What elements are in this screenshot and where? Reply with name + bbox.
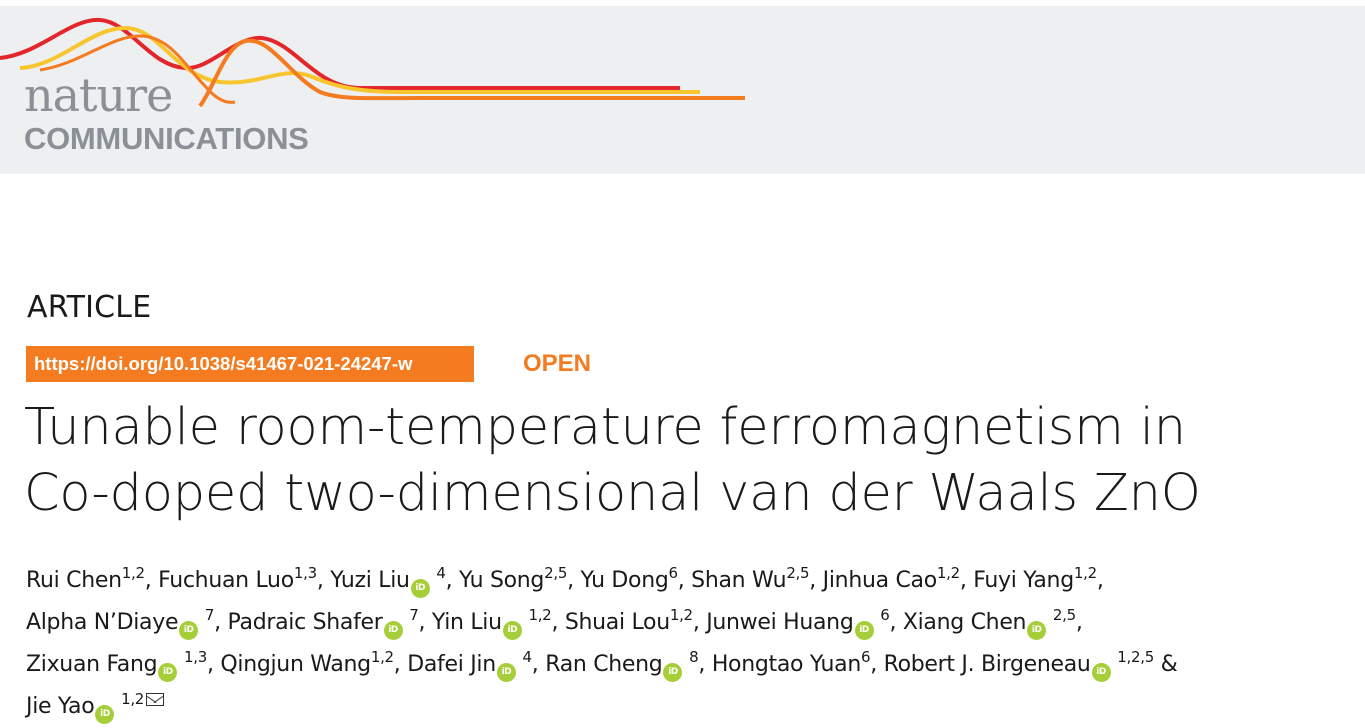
orcid-icon[interactable]: iD (410, 579, 430, 598)
article-type: ARTICLE (27, 290, 152, 325)
author-name[interactable]: Padraic Shafer (227, 610, 383, 635)
author-name[interactable]: Fuchuan Luo (158, 568, 294, 593)
orcid-icon[interactable]: iD (663, 663, 683, 682)
author-name[interactable]: Yuzi Liu (330, 568, 410, 593)
author-affiliation[interactable]: 1,2 (936, 564, 960, 582)
open-access-badge: OPEN (523, 350, 592, 377)
author-separator: , (677, 568, 692, 593)
author-separator: , (531, 652, 546, 677)
author-list: Rui Chen1,2, Fuchuan Luo1,3, Yuzi Liu iD … (26, 560, 1356, 728)
article-title-line-1: Tunable room-temperature ferromagnetism … (24, 398, 1186, 457)
orcid-icon[interactable]: iD (383, 621, 403, 640)
author-name[interactable]: Ran Cheng (545, 652, 663, 677)
author-affiliation[interactable]: 7 (409, 606, 419, 624)
author-line: Jie Yao iD 1,2 (26, 686, 1356, 728)
author-separator: , (889, 610, 903, 635)
journal-logo-nature[interactable]: nature (24, 68, 173, 122)
author-affiliation[interactable]: 1,2 (121, 564, 145, 582)
author-separator: , (698, 652, 712, 677)
author-affiliation[interactable]: 1,2 (1073, 564, 1097, 582)
orcid-icon[interactable]: iD (854, 621, 874, 640)
author-affiliation[interactable]: 1,2,5 (1117, 648, 1154, 666)
author-separator: & (1153, 652, 1178, 677)
orcid-icon[interactable]: iD (1091, 663, 1111, 682)
author-name[interactable]: Alpha N’Diaye (26, 610, 179, 635)
author-affiliation[interactable]: 6 (860, 648, 871, 666)
author-separator: , (1075, 610, 1083, 635)
author-name[interactable]: Zixuan Fang (26, 652, 158, 677)
orcid-icon[interactable]: iD (502, 621, 522, 640)
orcid-icon[interactable]: iD (95, 705, 115, 724)
author-separator: , (418, 610, 432, 635)
author-separator: , (551, 610, 565, 635)
orcid-icon[interactable]: iD (179, 621, 199, 640)
author-affiliation[interactable]: 1,2 (528, 606, 552, 624)
author-separator: , (144, 568, 159, 593)
author-separator: , (809, 568, 823, 593)
author-affiliation[interactable]: 1,3 (293, 564, 317, 582)
author-affiliation[interactable]: 6 (880, 606, 890, 624)
orcid-icon[interactable]: iD (496, 663, 516, 682)
article-title-line-2: Co-doped two-dimensional van der Waals Z… (24, 464, 1201, 523)
author-name[interactable]: Jinhua Cao (822, 568, 938, 593)
orcid-icon[interactable]: iD (1027, 621, 1047, 640)
author-affiliation[interactable]: 7 (204, 606, 215, 624)
author-affiliation[interactable]: 4 (436, 564, 446, 582)
doi-link[interactable]: https://doi.org/10.1038/s41467-021-24247… (26, 346, 474, 382)
author-name[interactable]: Junwei Huang (706, 610, 854, 635)
author-name[interactable]: Yu Dong (580, 568, 669, 593)
author-affiliation[interactable]: 2,5 (786, 564, 810, 582)
author-affiliation[interactable]: 8 (689, 648, 699, 666)
author-separator: , (870, 652, 884, 677)
author-separator: , (445, 568, 460, 593)
author-name[interactable]: Xiang Chen (902, 610, 1027, 635)
journal-logo-communications[interactable]: COMMUNICATIONS (24, 121, 309, 156)
author-affiliation[interactable]: 2,5 (544, 564, 568, 582)
author-separator: , (567, 568, 581, 593)
journal-logo-waves (0, 17, 745, 108)
author-name[interactable]: Yin Liu (431, 610, 502, 635)
article-title: Tunable room-temperature ferromagnetism … (24, 395, 1344, 527)
author-separator: , (206, 652, 221, 677)
author-line: Rui Chen1,2, Fuchuan Luo1,3, Yuzi Liu iD … (26, 560, 1356, 602)
author-line: Alpha N’Diaye iD 7, Padraic Shafer iD 7, Y… (26, 602, 1356, 644)
author-name[interactable]: Shan Wu (691, 568, 787, 593)
author-separator: , (959, 568, 974, 593)
author-affiliation[interactable]: 2,5 (1052, 606, 1076, 624)
author-name[interactable]: Robert J. Birgeneau (883, 652, 1091, 677)
author-name[interactable]: Fuyi Yang (973, 568, 1074, 593)
author-name[interactable]: Dafei Jin (407, 652, 496, 677)
author-name[interactable]: Qingjun Wang (220, 652, 371, 677)
author-affiliation[interactable]: 1,2 (121, 690, 145, 708)
author-name[interactable]: Yu Song (459, 568, 545, 593)
author-affiliation[interactable]: 4 (522, 648, 533, 666)
author-name[interactable]: Rui Chen (26, 568, 122, 593)
author-separator: , (1096, 568, 1104, 593)
author-separator: , (316, 568, 331, 593)
author-name[interactable]: Shuai Lou (564, 610, 670, 635)
author-affiliation[interactable]: 1,3 (184, 648, 207, 666)
author-separator: , (692, 610, 707, 635)
author-affiliation[interactable]: 6 (668, 564, 679, 582)
author-affiliation[interactable]: 1,2 (370, 648, 394, 666)
journal-banner: nature COMMUNICATIONS (0, 6, 1365, 174)
orcid-icon[interactable]: iD (158, 663, 178, 682)
author-separator: , (393, 652, 408, 677)
author-name[interactable]: Jie Yao (26, 694, 95, 719)
author-line: Zixuan Fang iD 1,3, Qingjun Wang1,2, Dafe… (26, 644, 1356, 686)
author-separator: , (214, 610, 228, 635)
author-name[interactable]: Hongtao Yuan (711, 652, 861, 677)
author-affiliation[interactable]: 1,2 (669, 606, 693, 624)
mail-icon[interactable] (146, 693, 165, 706)
